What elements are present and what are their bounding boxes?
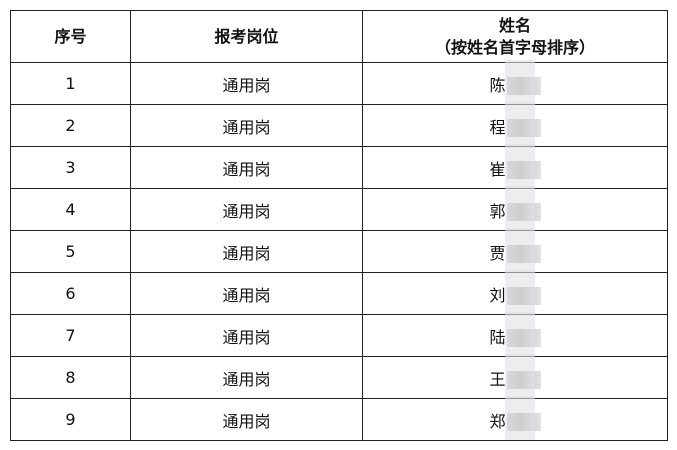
row-index: 1	[10, 62, 131, 105]
row-name: 贾	[362, 227, 668, 273]
name-cell: 王	[489, 353, 541, 398]
table-row: 4 通用岗 郭	[10, 185, 668, 231]
name-surname: 贾	[489, 243, 506, 263]
row-index: 3	[10, 146, 131, 189]
name-cell: 刘	[489, 269, 541, 314]
row-name: 王	[362, 353, 668, 399]
redaction-overlay	[505, 143, 536, 188]
table-row: 2 通用岗 程	[10, 101, 668, 147]
row-name: 陆	[362, 311, 668, 357]
name-cell: 郑	[489, 395, 541, 440]
row-position: 通用岗	[130, 62, 363, 105]
name-surname: 王	[489, 369, 506, 389]
row-name: 郭	[362, 185, 668, 231]
row-index: 5	[10, 230, 131, 273]
row-name: 郑	[362, 395, 668, 441]
redaction-overlay	[505, 101, 536, 146]
redaction-overlay	[505, 227, 536, 272]
row-name: 崔	[362, 143, 668, 189]
redaction-overlay	[505, 311, 536, 356]
redaction-overlay	[505, 59, 536, 104]
name-surname: 刘	[489, 285, 506, 305]
row-position: 通用岗	[130, 230, 363, 273]
name-surname: 郑	[489, 411, 506, 431]
row-position: 通用岗	[130, 314, 363, 357]
name-surname: 崔	[489, 159, 506, 179]
row-position: 通用岗	[130, 104, 363, 147]
row-name: 陈	[362, 59, 668, 105]
name-surname: 程	[489, 117, 506, 137]
table-row: 9 通用岗 郑	[10, 395, 668, 441]
header-index: 序号	[10, 10, 131, 63]
row-index: 8	[10, 356, 131, 399]
row-position: 通用岗	[130, 272, 363, 315]
table-row: 1 通用岗 陈	[10, 59, 668, 105]
name-cell: 贾	[489, 227, 541, 272]
row-name: 刘	[362, 269, 668, 315]
row-position: 通用岗	[130, 188, 363, 231]
table-row: 8 通用岗 王	[10, 353, 668, 399]
redaction-overlay	[505, 185, 536, 230]
row-name: 程	[362, 101, 668, 147]
row-index: 4	[10, 188, 131, 231]
row-index: 9	[10, 398, 131, 441]
row-index: 7	[10, 314, 131, 357]
table-row: 7 通用岗 陆	[10, 311, 668, 357]
header-position: 报考岗位	[130, 10, 363, 63]
header-row: 序号 报考岗位 姓名 （按姓名首字母排序）	[10, 10, 668, 63]
row-index: 2	[10, 104, 131, 147]
redaction-overlay	[505, 353, 536, 398]
header-name: 姓名 （按姓名首字母排序）	[362, 10, 668, 63]
table-row: 6 通用岗 刘	[10, 269, 668, 315]
name-cell: 程	[489, 101, 541, 146]
table-row: 3 通用岗 崔	[10, 143, 668, 189]
name-surname: 陈	[489, 75, 506, 95]
redaction-overlay	[505, 395, 536, 440]
name-surname: 陆	[489, 327, 506, 347]
name-surname: 郭	[489, 201, 506, 221]
name-cell: 郭	[489, 185, 541, 230]
name-cell: 陆	[489, 311, 541, 356]
row-index: 6	[10, 272, 131, 315]
row-position: 通用岗	[130, 146, 363, 189]
name-cell: 崔	[489, 143, 541, 188]
row-position: 通用岗	[130, 356, 363, 399]
name-cell: 陈	[489, 59, 541, 104]
row-position: 通用岗	[130, 398, 363, 441]
table-row: 5 通用岗 贾	[10, 227, 668, 273]
header-name-line2: （按姓名首字母排序）	[434, 37, 595, 57]
header-name-line1: 姓名	[498, 15, 531, 35]
redaction-overlay	[505, 269, 536, 314]
